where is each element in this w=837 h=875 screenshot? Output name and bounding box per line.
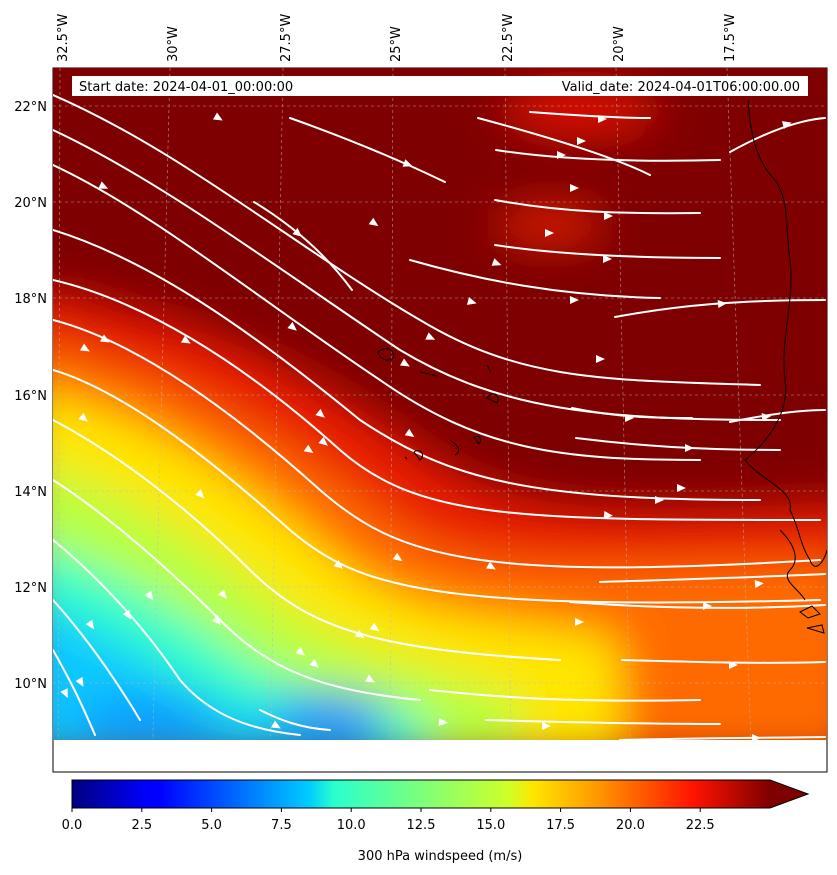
lat-label: 20°N bbox=[14, 196, 47, 211]
streamlines bbox=[53, 94, 826, 740]
coastline bbox=[377, 99, 827, 634]
lon-label: 30°W bbox=[166, 26, 181, 62]
start-date: Start date: 2024-04-01_00:00:00 bbox=[79, 80, 293, 95]
lat-label: 18°N bbox=[14, 292, 47, 307]
lon-label: 20°W bbox=[612, 26, 627, 62]
colorbar-tick-label: 0.0 bbox=[62, 818, 83, 833]
lat-label: 10°N bbox=[14, 677, 47, 692]
lon-label: 22.5°W bbox=[501, 14, 516, 62]
colorbar-tick-label: 10.0 bbox=[337, 818, 366, 833]
lon-label: 32.5°W bbox=[56, 14, 71, 62]
colorbar-ramp bbox=[72, 780, 770, 808]
colorbar-tick-label: 12.5 bbox=[407, 818, 436, 833]
colorbar-tick-label: 15.0 bbox=[476, 818, 505, 833]
colorbar-tick-label: 22.5 bbox=[686, 818, 715, 833]
colorbar: 0.0 2.5 5.0 7.5 10.0 12.5 15.0 17.5 20.0 22.5 300… bbox=[62, 779, 810, 864]
lon-label: 17.5°W bbox=[723, 14, 738, 62]
valid-date: Valid_date: 2024-04-01T06:00:00.00 bbox=[562, 80, 800, 95]
stream-arrows bbox=[60, 112, 792, 740]
colorbar-label: 300 hPa windspeed (m/s) bbox=[358, 849, 523, 864]
lat-label: 12°N bbox=[14, 581, 47, 596]
colorbar-tick-label: 7.5 bbox=[271, 818, 292, 833]
lon-labels: 32.5°W 30°W 27.5°W 25°W 22.5°W 20°W 17.5… bbox=[56, 14, 738, 62]
colorbar-tick-label: 17.5 bbox=[546, 818, 575, 833]
lat-label: 22°N bbox=[14, 100, 47, 115]
lat-labels: 22°N 20°N 18°N 16°N 14°N 12°N 10°N bbox=[14, 100, 47, 692]
lat-label: 14°N bbox=[14, 485, 47, 500]
title-box bbox=[72, 76, 808, 96]
colorbar-extend-max bbox=[770, 780, 808, 808]
lon-label: 27.5°W bbox=[279, 14, 294, 62]
colorbar-tick-label: 5.0 bbox=[201, 818, 222, 833]
lon-label: 25°W bbox=[389, 26, 404, 62]
windspeed-field bbox=[53, 68, 827, 740]
colorbar-tick-label: 20.0 bbox=[616, 818, 645, 833]
lat-label: 16°N bbox=[14, 389, 47, 404]
colorbar-tick-label: 2.5 bbox=[131, 818, 152, 833]
